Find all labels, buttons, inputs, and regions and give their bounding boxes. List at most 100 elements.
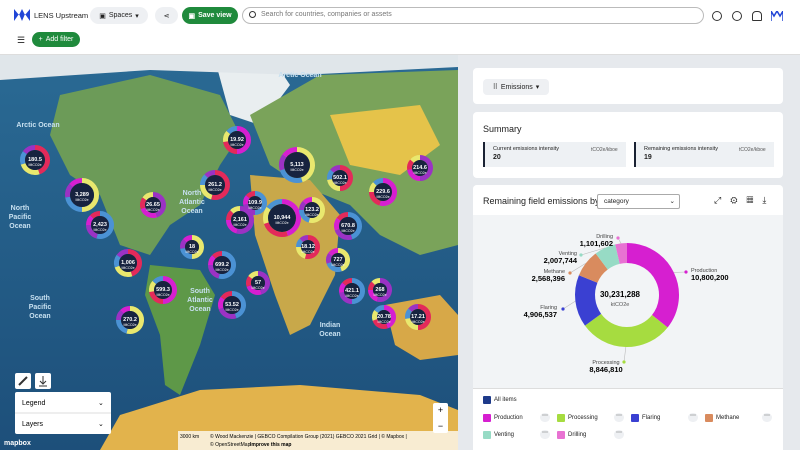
cluster-ring (376, 278, 392, 302)
legend-area (473, 388, 783, 450)
cluster-ring (374, 305, 385, 314)
cluster[interactable] (268, 204, 296, 232)
cluster[interactable] (410, 309, 426, 325)
zoom-out[interactable]: − (438, 421, 443, 431)
cluster-ring (20, 162, 40, 175)
cluster-unit: MtCO2e (123, 323, 136, 327)
cluster[interactable] (121, 311, 139, 329)
card-actions[interactable]: ⤢⚙▦⤓ (714, 195, 776, 205)
cluster[interactable] (25, 150, 45, 170)
cluster[interactable] (284, 152, 310, 178)
search-box[interactable]: Search for countries, companies or asset… (242, 7, 704, 24)
cluster[interactable] (205, 175, 225, 195)
legend-more[interactable]: ⋯ (614, 430, 624, 439)
cluster[interactable] (70, 183, 94, 207)
all-items-checkbox[interactable] (483, 396, 491, 404)
legend-checkbox[interactable] (483, 414, 491, 422)
add-filter-button[interactable]: + Add filter (32, 32, 80, 47)
breakdown-select[interactable]: category ⌄ (597, 194, 680, 209)
cluster-ring (334, 228, 353, 240)
cluster-ring (299, 200, 307, 211)
legend-checkbox[interactable] (557, 414, 565, 422)
cluster[interactable] (332, 170, 348, 186)
legend-more[interactable]: ⋯ (614, 413, 624, 422)
help-icon[interactable] (732, 11, 742, 21)
zoom-control[interactable] (433, 403, 448, 433)
legend-checkbox[interactable] (483, 431, 491, 439)
cluster-unit: MtCO2e (185, 250, 198, 254)
cluster[interactable] (301, 240, 315, 254)
cluster[interactable] (377, 310, 391, 324)
cluster-ring (180, 247, 193, 259)
cluster[interactable] (251, 276, 265, 290)
cluster-unit: MtCO2e (341, 229, 354, 233)
cluster-unit: MtCO2e (275, 221, 288, 225)
cluster-ring (116, 249, 129, 258)
cluster-unit: MtCO2e (331, 263, 344, 267)
legend-label: Processing (568, 415, 598, 421)
notification-icon[interactable] (752, 11, 762, 21)
legend-checkbox[interactable] (705, 414, 713, 422)
cluster-value: 109.9 (248, 200, 262, 206)
cluster[interactable] (248, 196, 262, 210)
cluster[interactable] (185, 240, 199, 254)
save-view-label: Save view (198, 12, 232, 19)
legend-label: Flaring (642, 415, 661, 421)
cluster[interactable] (231, 211, 249, 229)
cluster[interactable] (331, 253, 345, 267)
user-icon[interactable] (771, 11, 783, 21)
cluster[interactable] (374, 183, 392, 201)
cluster-ring (336, 212, 349, 221)
legend-more[interactable]: ⋯ (688, 413, 698, 422)
cluster-value: 53.52 (225, 302, 239, 308)
ocean-label: North (11, 205, 30, 212)
cluster[interactable] (91, 216, 109, 234)
legend-checkbox[interactable] (631, 414, 639, 422)
cluster-unit: MtCO2e (333, 181, 346, 185)
cluster-ring (257, 271, 270, 295)
legend-checkbox[interactable] (557, 431, 565, 439)
cluster-ring (34, 145, 50, 175)
improve-link[interactable]: Improve this map (250, 442, 291, 448)
cluster[interactable] (119, 254, 137, 272)
cluster[interactable] (304, 202, 320, 218)
spaces-button[interactable]: ▣ Spaces ▾ (90, 7, 148, 24)
cluster[interactable] (223, 296, 241, 314)
cluster[interactable] (339, 217, 357, 235)
cluster-unit: MtCO2e (413, 171, 426, 175)
cluster-ring (152, 276, 164, 285)
cluster[interactable] (373, 283, 387, 297)
spaces-label: Spaces (108, 12, 133, 19)
filter-icon[interactable]: ☰ (17, 35, 26, 45)
cluster[interactable] (412, 160, 428, 176)
summary-unit: tCO2e/kboe (739, 147, 766, 153)
legend-label: Venting (494, 432, 515, 438)
legend-more[interactable]: ⋯ (540, 413, 550, 422)
cluster-ring (410, 155, 421, 163)
cluster[interactable] (228, 131, 246, 149)
cluster-value: 17.21 (411, 314, 425, 320)
cluster-value: 229.6 (376, 189, 390, 195)
ocean-label: Ocean (319, 331, 340, 338)
zoom-in[interactable]: + (438, 405, 443, 415)
legend-more[interactable]: ⋯ (540, 430, 550, 439)
cluster[interactable] (344, 283, 360, 299)
cluster[interactable] (213, 256, 231, 274)
cluster-ring (299, 235, 309, 243)
legend-toggle[interactable]: Legend (22, 400, 45, 407)
save-view-button[interactable]: ▣ Save view (182, 7, 238, 24)
cluster[interactable] (154, 281, 172, 299)
cluster-value: 727 (333, 257, 342, 263)
layers-toggle[interactable]: Layers (22, 421, 44, 428)
cluster[interactable] (145, 197, 161, 213)
map[interactable]: Arctic Ocean Arctic Ocean North Pacific Ocea… (0, 55, 458, 450)
cluster-value: 502.1 (333, 175, 347, 181)
ocean-label: Indian (320, 322, 341, 329)
share-button[interactable]: ⋖ (155, 7, 178, 24)
ocean-label: Atlantic (187, 297, 213, 304)
cluster-ring (279, 168, 303, 183)
cluster-ring (405, 308, 413, 319)
info-icon[interactable] (712, 11, 722, 21)
legend-more[interactable]: ⋯ (762, 413, 772, 422)
metric-select[interactable]: ⠿ Emissions ▾ (483, 79, 549, 95)
